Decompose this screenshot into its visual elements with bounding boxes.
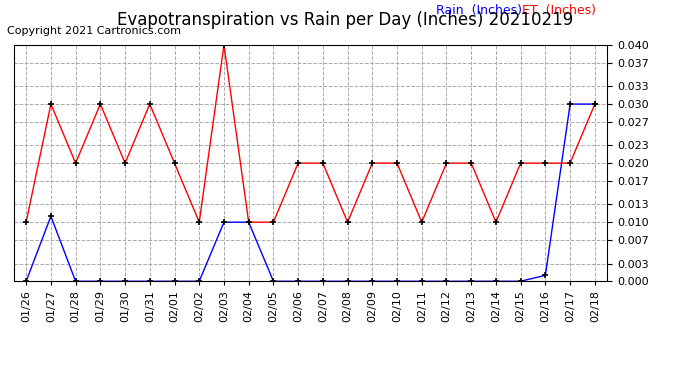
Text: Copyright 2021 Cartronics.com: Copyright 2021 Cartronics.com bbox=[7, 26, 181, 36]
Text: Evapotranspiration vs Rain per Day (Inches) 20210219: Evapotranspiration vs Rain per Day (Inch… bbox=[117, 11, 573, 29]
Legend: Rain  (Inches), ET  (Inches): Rain (Inches), ET (Inches) bbox=[431, 0, 601, 22]
